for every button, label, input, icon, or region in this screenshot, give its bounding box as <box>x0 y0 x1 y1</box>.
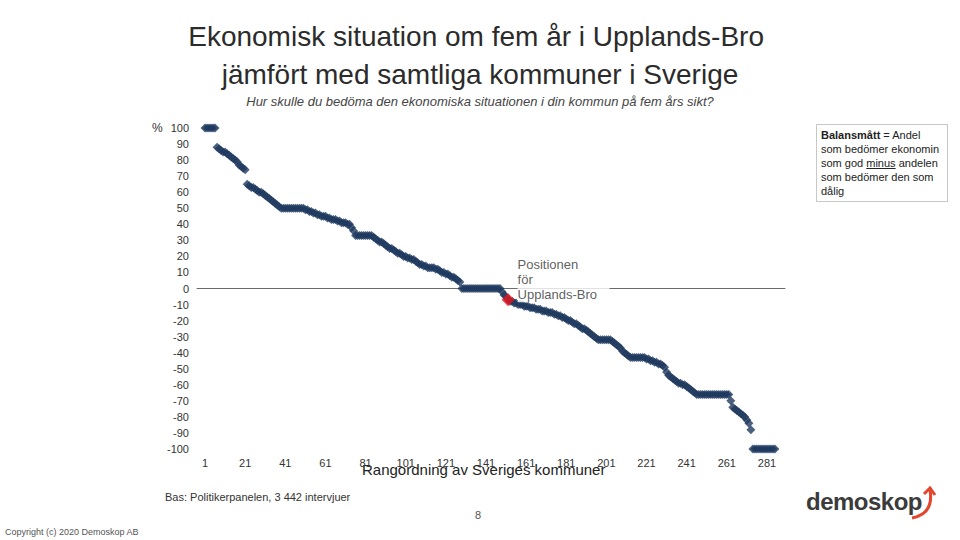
svg-text:Ekonomisk situation om fem år: Ekonomisk situation om fem år i Upplands… <box>188 21 772 52</box>
svg-text:%: % <box>152 121 163 135</box>
svg-text:Hur skulle du bedöma den ekono: Hur skulle du bedöma den ekonomiska situ… <box>246 94 714 109</box>
svg-text:241: 241 <box>677 457 695 469</box>
svg-text:40: 40 <box>177 218 189 230</box>
svg-text:181: 181 <box>557 457 575 469</box>
svg-text:100: 100 <box>171 122 189 134</box>
svg-text:8: 8 <box>475 509 481 521</box>
svg-text:-50: -50 <box>173 363 189 375</box>
svg-text:90: 90 <box>177 138 189 150</box>
svg-text:261: 261 <box>718 457 736 469</box>
svg-text:Positionen: Positionen <box>518 257 582 272</box>
svg-text:50: 50 <box>177 202 189 214</box>
svg-text:Copyright (c) 2020 Demoskop AB: Copyright (c) 2020 Demoskop AB <box>5 527 139 537</box>
svg-text:-80: -80 <box>173 411 189 423</box>
svg-text:30: 30 <box>177 234 189 246</box>
svg-text:70: 70 <box>177 170 189 182</box>
svg-text:141: 141 <box>477 457 495 469</box>
svg-text:80: 80 <box>177 154 189 166</box>
html-text:demoskop: demoskop <box>806 488 922 515</box>
svg-text:0: 0 <box>183 283 189 295</box>
svg-text:60: 60 <box>177 186 189 198</box>
svg-text:201: 201 <box>597 457 615 469</box>
svg-text:81: 81 <box>359 457 371 469</box>
svg-text:-40: -40 <box>173 347 189 359</box>
svg-text:161: 161 <box>517 457 535 469</box>
svg-text:Rangordning av Sveriges kommun: Rangordning av Sveriges kommuner <box>362 461 606 478</box>
svg-text:1: 1 <box>202 457 208 469</box>
svg-text:Upplands-Bro: Upplands-Bro <box>518 287 598 302</box>
svg-text:20: 20 <box>177 250 189 262</box>
svg-text:-90: -90 <box>173 427 189 439</box>
svg-text:-100: -100 <box>167 443 189 455</box>
html-text:Balansmått = Andel som bedömer: Balansmått = Andel som bedömer ekonomin … <box>821 129 939 197</box>
svg-text:jämfört med samtliga kommuner: jämfört med samtliga kommuner i Sverige <box>221 59 739 90</box>
svg-text:101: 101 <box>397 457 415 469</box>
svg-text:-60: -60 <box>173 379 189 391</box>
svg-text:-30: -30 <box>173 331 189 343</box>
svg-text:121: 121 <box>437 457 455 469</box>
svg-text:Bas: Politikerpanelen, 3 442 i: Bas: Politikerpanelen, 3 442 intervjuer <box>165 491 351 503</box>
svg-text:för: för <box>518 272 537 287</box>
svg-text:61: 61 <box>319 457 331 469</box>
svg-text:10: 10 <box>177 266 189 278</box>
svg-text:21: 21 <box>239 457 251 469</box>
svg-text:-10: -10 <box>173 299 189 311</box>
svg-text:-20: -20 <box>173 315 189 327</box>
svg-text:221: 221 <box>637 457 655 469</box>
svg-text:281: 281 <box>758 457 776 469</box>
svg-text:41: 41 <box>279 457 291 469</box>
svg-text:-70: -70 <box>173 395 189 407</box>
